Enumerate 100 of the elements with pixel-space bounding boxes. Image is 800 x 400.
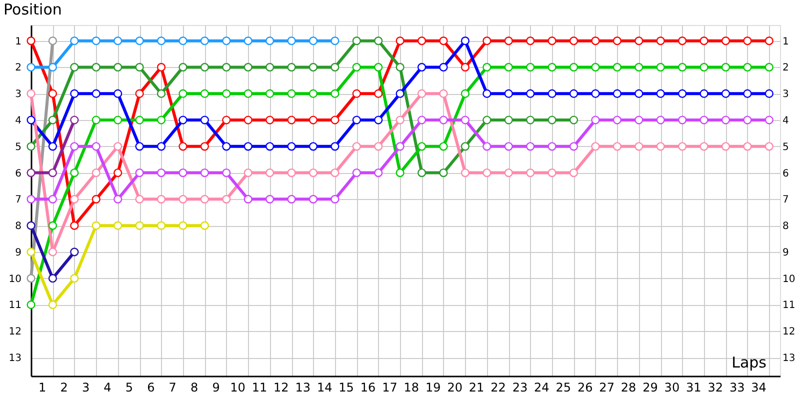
point — [135, 62, 144, 72]
point — [656, 89, 665, 98]
point — [721, 36, 730, 46]
point — [700, 89, 708, 98]
point — [114, 221, 122, 230]
y-tick-label: 9 — [15, 247, 22, 258]
y-tick-label: 3 — [15, 89, 22, 100]
point — [526, 168, 535, 178]
point — [700, 62, 708, 72]
point — [92, 168, 100, 178]
point — [92, 89, 100, 98]
point — [26, 248, 36, 256]
point — [548, 142, 556, 151]
x-tick-label: 7 — [168, 380, 176, 394]
x-tick-label: 32 — [708, 380, 724, 394]
point — [548, 62, 556, 72]
point — [200, 62, 209, 72]
point — [70, 89, 79, 98]
point — [222, 116, 231, 124]
point — [439, 116, 448, 124]
point — [222, 89, 231, 98]
point — [374, 62, 383, 72]
point — [569, 116, 578, 124]
point — [70, 62, 79, 72]
point — [612, 62, 622, 72]
point — [504, 168, 513, 178]
point — [439, 36, 448, 46]
point — [764, 89, 774, 98]
point — [48, 274, 58, 283]
point — [330, 62, 340, 72]
point — [266, 89, 274, 98]
point — [352, 142, 361, 151]
point — [92, 221, 100, 230]
x-tick-label: 13 — [295, 380, 311, 394]
point — [26, 116, 36, 124]
point — [678, 36, 687, 46]
point — [721, 116, 730, 124]
point — [374, 89, 383, 98]
point — [114, 168, 122, 178]
point — [135, 89, 144, 98]
point — [308, 116, 318, 124]
x-tick-label: 4 — [104, 380, 112, 394]
y2-tick-label: 1 — [782, 36, 789, 48]
y-axis-title: Position — [4, 0, 62, 18]
point — [308, 62, 318, 72]
point — [26, 274, 36, 283]
point — [156, 168, 166, 178]
y2-tick-label: 10 — [782, 274, 796, 285]
x-tick-label: 20 — [447, 380, 462, 394]
point — [460, 142, 470, 151]
point — [200, 168, 209, 178]
point — [764, 36, 774, 46]
y-tick-label: 4 — [15, 116, 22, 127]
point — [308, 142, 318, 151]
y2-tick-label: 8 — [782, 221, 789, 232]
y-tick-label: 10 — [8, 274, 22, 285]
point — [417, 168, 426, 178]
point — [504, 116, 513, 124]
point — [70, 116, 79, 124]
x-tick-label: 25 — [556, 380, 572, 394]
point — [678, 62, 687, 72]
x-tick-label: 34 — [751, 380, 766, 394]
x-tick-label: 1 — [38, 380, 46, 394]
y-tick-label: 5 — [15, 142, 22, 153]
y2-tick-label: 13 — [782, 353, 796, 364]
point — [569, 89, 578, 98]
point — [48, 142, 58, 151]
point — [591, 36, 600, 46]
point — [92, 194, 100, 204]
y-tick-label: 11 — [8, 300, 22, 312]
point — [244, 89, 252, 98]
point — [374, 142, 383, 151]
point — [308, 89, 318, 98]
point — [374, 116, 383, 124]
point — [135, 36, 144, 46]
point — [504, 89, 513, 98]
point — [743, 142, 752, 151]
point — [396, 168, 404, 178]
point — [634, 62, 644, 72]
point — [526, 89, 535, 98]
y2-tick-label: 2 — [782, 62, 789, 74]
point — [526, 116, 535, 124]
x-tick-label: 11 — [252, 380, 268, 394]
point — [48, 194, 58, 204]
point — [396, 89, 404, 98]
point — [200, 221, 209, 230]
point — [352, 62, 361, 72]
point — [222, 62, 231, 72]
point — [48, 89, 58, 98]
point — [48, 116, 58, 124]
point — [26, 168, 36, 178]
point — [222, 194, 231, 204]
point — [743, 36, 752, 46]
point — [482, 142, 492, 151]
point — [266, 116, 274, 124]
point — [656, 116, 665, 124]
point — [266, 62, 274, 72]
y-tick-label: 7 — [15, 194, 22, 206]
point — [135, 194, 144, 204]
point — [721, 62, 730, 72]
